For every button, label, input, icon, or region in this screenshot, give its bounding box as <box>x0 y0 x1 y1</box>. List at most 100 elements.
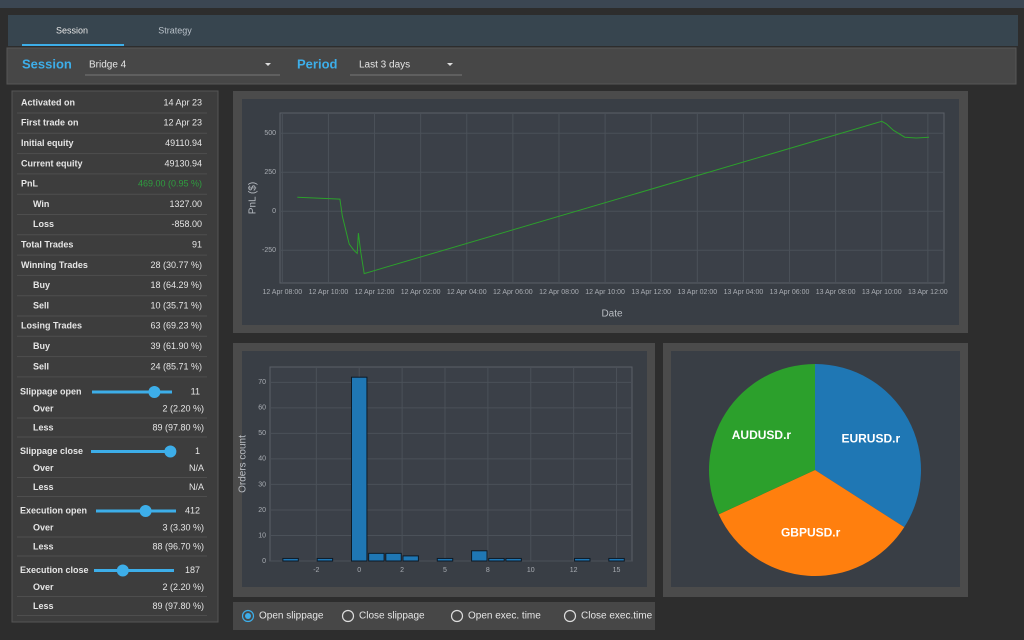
filter-label: Execution close <box>20 565 89 575</box>
session-select[interactable]: Bridge 4 <box>89 60 127 71</box>
stat-value: N/A <box>189 482 204 492</box>
radio-button[interactable] <box>241 609 255 623</box>
y-axis-label: PnL ($) <box>248 182 259 214</box>
histogram-bar <box>402 555 419 562</box>
radio-button[interactable] <box>450 609 464 623</box>
histogram-bar <box>385 552 402 562</box>
x-tick-label: 13 Apr 04:00 <box>724 289 764 296</box>
stat-label: Sell <box>33 300 49 310</box>
x-tick-label: 12 Apr 08:00 <box>262 289 302 296</box>
filter-label: Slippage open <box>20 386 82 396</box>
x-tick-label: -2 <box>313 567 319 574</box>
histogram-bar <box>368 552 385 562</box>
x-tick-label: 12 Apr 10:00 <box>309 289 349 296</box>
stat-value: 3 (3.30 %) <box>162 522 204 532</box>
histogram-bar <box>282 557 299 562</box>
radio-label[interactable]: Close slippage <box>359 611 425 622</box>
stat-label: Activated on <box>21 97 75 107</box>
stat-label: Sell <box>33 361 49 371</box>
x-tick-label: 10 <box>527 567 535 574</box>
x-tick-label: 12 Apr 02:00 <box>401 289 441 296</box>
histogram-bar <box>505 557 522 562</box>
stat-label: Over <box>33 403 54 413</box>
title-strip <box>0 0 1024 8</box>
stat-value: 14 Apr 23 <box>163 97 202 107</box>
radio-button[interactable] <box>341 609 355 623</box>
radio-panel <box>233 602 655 630</box>
filter-label: Slippage close <box>20 446 83 456</box>
x-tick-label: 15 <box>613 567 621 574</box>
stat-label: Total Trades <box>21 239 73 249</box>
radio-label[interactable]: Close exec.time <box>581 611 653 622</box>
plot-area <box>269 366 633 562</box>
histogram-bar <box>316 557 334 562</box>
y-tick-label: 30 <box>258 481 266 488</box>
x-tick-label: 12 <box>570 567 578 574</box>
slider-knob[interactable] <box>139 505 152 517</box>
stat-value: 24 (85.71 %) <box>150 361 202 371</box>
x-tick-label: 5 <box>443 567 447 574</box>
y-tick-label: 70 <box>258 379 266 386</box>
y-axis-label: Orders count <box>238 435 249 493</box>
x-tick-label: 13 Apr 06:00 <box>770 289 810 296</box>
histogram-bar <box>350 376 368 562</box>
radio-button[interactable] <box>563 609 577 623</box>
radio-label[interactable]: Open exec. time <box>468 611 541 622</box>
filter-label: Execution open <box>20 505 87 515</box>
stat-label: Losing Trades <box>21 321 82 331</box>
tab-bar <box>8 15 1018 46</box>
stat-label: Current equity <box>21 158 83 168</box>
period-label: Period <box>297 56 338 71</box>
radio-dot <box>245 613 251 619</box>
y-tick-label: 40 <box>258 456 266 463</box>
stat-label: Winning Trades <box>21 260 88 270</box>
tab[interactable]: Session <box>56 25 88 35</box>
filter-value: 187 <box>185 565 200 575</box>
stat-value: 28 (30.77 %) <box>150 260 202 270</box>
filter-value: 11 <box>191 386 200 396</box>
filter-value: 1 <box>195 446 200 456</box>
radio-label[interactable]: Open slippage <box>259 611 324 622</box>
period-select[interactable]: Last 3 days <box>359 60 410 71</box>
stat-value: 88 (96.70 %) <box>152 541 204 551</box>
dropdown-arrow[interactable] <box>265 63 271 66</box>
stat-value: 39 (61.90 %) <box>150 341 202 351</box>
stat-value: 63 (69.23 %) <box>150 321 202 331</box>
y-tick-label: 60 <box>258 405 266 412</box>
pie-label: GBPUSD.r <box>781 526 841 540</box>
y-tick-label: 50 <box>258 430 266 437</box>
histogram-bar <box>488 557 505 562</box>
stat-value: 91 <box>192 239 202 249</box>
y-tick-label: 20 <box>258 507 266 514</box>
stat-label: Buy <box>33 280 50 290</box>
histogram-bar <box>608 557 625 562</box>
dropdown-arrow[interactable] <box>447 63 453 66</box>
stat-value: 49110.94 <box>165 138 202 148</box>
stat-value: 1327.00 <box>169 199 202 209</box>
histogram-bar <box>436 557 454 562</box>
stat-value: 2 (2.20 %) <box>162 403 204 413</box>
tab[interactable]: Strategy <box>158 25 192 35</box>
x-tick-label: 13 Apr 08:00 <box>816 289 856 296</box>
x-tick-label: 12 Apr 12:00 <box>355 289 395 296</box>
stat-label: Less <box>33 422 54 432</box>
stat-label: Over <box>33 463 54 473</box>
stat-label: PnL <box>21 179 39 189</box>
slider-knob[interactable] <box>148 386 161 398</box>
stat-value: 10 (35.71 %) <box>150 300 202 310</box>
plot-area <box>279 112 945 284</box>
y-tick-label: 500 <box>264 130 276 137</box>
stat-label: Buy <box>33 341 50 351</box>
pie-label: EURUSD.r <box>841 432 900 446</box>
y-tick-label: 250 <box>264 169 276 176</box>
y-tick-label: 0 <box>262 558 266 565</box>
x-tick-label: 0 <box>357 567 361 574</box>
stat-label: Over <box>33 582 54 592</box>
stat-value: -858.00 <box>171 219 202 229</box>
slider-knob[interactable] <box>116 564 129 577</box>
x-tick-label: 8 <box>486 567 490 574</box>
histogram-bar <box>574 557 591 562</box>
x-tick-label: 12 Apr 10:00 <box>585 289 625 296</box>
slider-knob[interactable] <box>164 445 177 458</box>
